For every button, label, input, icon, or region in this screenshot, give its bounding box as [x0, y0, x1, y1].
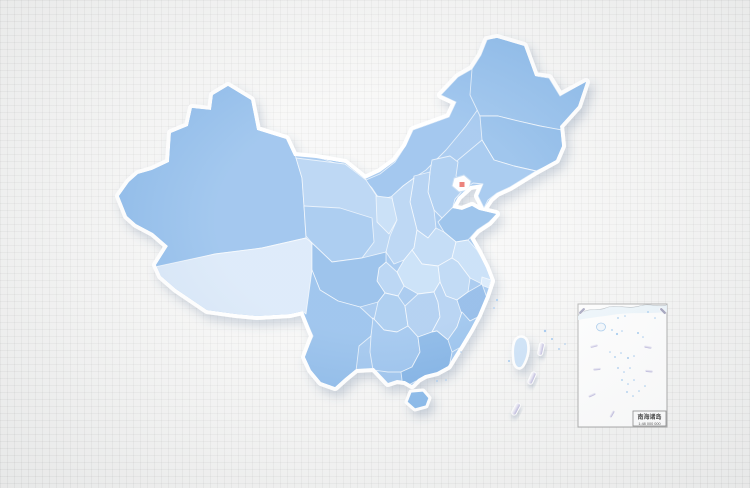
inset-label-box: 南海诸岛 1:48 000 000: [632, 410, 667, 427]
nine-dash-line-segments: [511, 342, 545, 416]
province-hainan[interactable]: [406, 390, 430, 410]
province-ningxia[interactable]: [375, 195, 398, 235]
inset-label: 南海诸岛: [637, 413, 661, 421]
province-taiwan[interactable]: [512, 336, 529, 369]
capital-marker[interactable]: [459, 182, 465, 187]
dash-segment: [527, 371, 537, 385]
dash-segment: [537, 342, 545, 356]
inset-scale-text: 1:48 000 000: [638, 422, 660, 426]
inset-island-dots: [609, 311, 656, 397]
inset-hainan-island: [596, 322, 606, 332]
inset-coast-water: [578, 305, 667, 320]
dash-segment: [511, 402, 521, 416]
coastal-islets: [436, 298, 566, 382]
south-china-sea-inset: 南海诸岛 1:48 000 000: [577, 303, 668, 428]
inset-dash-segments: [578, 307, 667, 418]
inset-frame: [577, 303, 668, 428]
